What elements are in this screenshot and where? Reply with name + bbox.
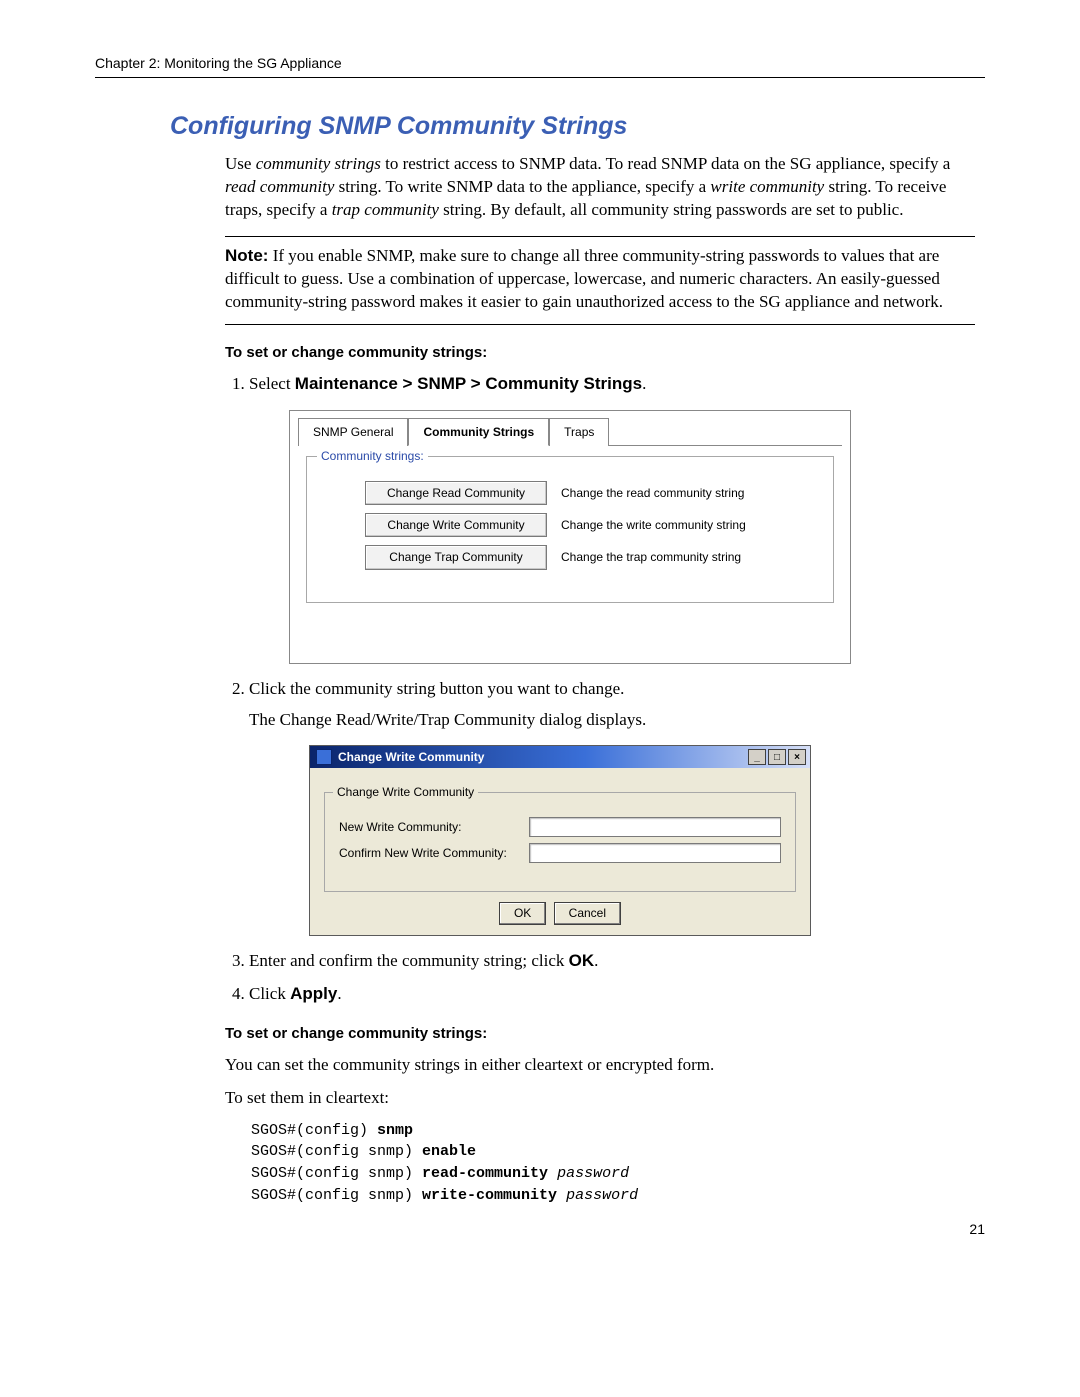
procedure-heading: To set or change community strings: (225, 343, 975, 363)
intro-term: write community (710, 177, 824, 196)
step-keyword: OK (569, 951, 595, 970)
maximize-icon[interactable]: □ (768, 749, 786, 765)
intro-text: Use (225, 154, 256, 173)
note-paragraph: Note: If you enable SNMP, make sure to c… (225, 245, 975, 314)
confirm-write-community-input[interactable] (529, 843, 781, 863)
cli-block: SGOS#(config) snmp SGOS#(config snmp) en… (251, 1120, 975, 1207)
step-item: Click the community string button you wa… (249, 678, 975, 936)
cli-arg: password (566, 1187, 638, 1204)
ok-button[interactable]: OK (499, 902, 546, 924)
change-trap-community-button[interactable]: Change Trap Community (365, 545, 547, 569)
community-strings-group: Community strings: Change Read Community… (306, 456, 834, 603)
cli-prompt: SGOS#(config snmp) (251, 1187, 422, 1204)
step-item: Enter and confirm the community string; … (249, 950, 975, 973)
change-write-community-button[interactable]: Change Write Community (365, 513, 547, 537)
intro-text: string. To write SNMP data to the applia… (334, 177, 710, 196)
tab-snmp-general[interactable]: SNMP General (298, 418, 408, 446)
tab-bar: SNMP General Community Strings Traps (290, 411, 850, 445)
cli-cmd: write-community (422, 1187, 566, 1204)
step-text: Click the community string button you wa… (249, 679, 624, 698)
cli-intro: You can set the community strings in eit… (225, 1054, 975, 1077)
new-write-community-label: New Write Community: (339, 819, 529, 835)
step-text: . (594, 951, 598, 970)
page-number: 21 (969, 1221, 985, 1237)
step-text: Click (249, 984, 290, 1003)
cli-prompt: SGOS#(config snmp) (251, 1165, 422, 1182)
step-path: Maintenance > SNMP > Community Strings (295, 374, 642, 393)
cancel-button[interactable]: Cancel (554, 902, 621, 924)
intro-term: trap community (332, 200, 439, 219)
procedure-heading: To set or change community strings: (225, 1024, 975, 1044)
cli-arg: password (557, 1165, 629, 1182)
note-rule-bottom (225, 324, 975, 325)
intro-term: community strings (256, 154, 381, 173)
new-write-community-input[interactable] (529, 817, 781, 837)
screenshot-change-write-dialog: Change Write Community _ □ × Change Writ… (309, 745, 811, 935)
cli-cmd: snmp (377, 1122, 413, 1139)
cli-prompt: SGOS#(config snmp) (251, 1143, 422, 1160)
tab-traps[interactable]: Traps (549, 418, 609, 446)
cli-intro2: To set them in cleartext: (225, 1087, 975, 1110)
step-keyword: Apply (290, 984, 337, 1003)
section-title: Configuring SNMP Community Strings (170, 112, 985, 141)
tab-community-strings[interactable]: Community Strings (408, 418, 549, 446)
minimize-icon[interactable]: _ (748, 749, 766, 765)
read-community-desc: Change the read community string (561, 485, 744, 501)
dialog-titlebar: Change Write Community _ □ × (310, 746, 810, 768)
note-rule-top (225, 236, 975, 237)
cli-cmd: enable (422, 1143, 476, 1160)
write-community-desc: Change the write community string (561, 517, 746, 533)
note-label: Note: (225, 246, 268, 265)
intro-text: string. By default, all community string… (439, 200, 904, 219)
confirm-write-community-label: Confirm New Write Community: (339, 845, 529, 861)
step-text: . (337, 984, 341, 1003)
group-legend: Community strings: (317, 448, 428, 464)
dialog-icon (316, 749, 332, 765)
dialog-group: Change Write Community New Write Communi… (324, 792, 796, 892)
step-item: Click Apply. (249, 983, 975, 1006)
chapter-header: Chapter 2: Monitoring the SG Appliance (95, 55, 985, 78)
dialog-title: Change Write Community (338, 749, 484, 765)
step-subtext: The Change Read/Write/Trap Community dia… (249, 709, 975, 732)
close-icon[interactable]: × (788, 749, 806, 765)
change-read-community-button[interactable]: Change Read Community (365, 481, 547, 505)
step-text: Enter and confirm the community string; … (249, 951, 569, 970)
trap-community-desc: Change the trap community string (561, 549, 741, 565)
intro-term: read community (225, 177, 334, 196)
cli-cmd: read-community (422, 1165, 557, 1182)
note-text: If you enable SNMP, make sure to change … (225, 246, 943, 311)
cli-prompt: SGOS#(config) (251, 1122, 377, 1139)
step-text: Select (249, 374, 295, 393)
intro-paragraph: Use community strings to restrict access… (225, 153, 975, 222)
dialog-group-legend: Change Write Community (333, 784, 478, 800)
step-text: . (642, 374, 646, 393)
screenshot-snmp-tabs: SNMP General Community Strings Traps Com… (289, 410, 851, 664)
intro-text: to restrict access to SNMP data. To read… (381, 154, 950, 173)
step-item: Select Maintenance > SNMP > Community St… (249, 373, 975, 664)
